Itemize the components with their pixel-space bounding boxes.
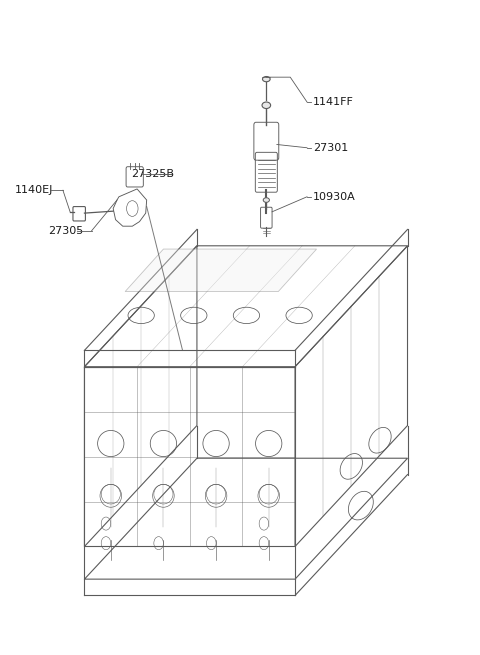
Text: 10930A: 10930A	[313, 192, 356, 202]
Ellipse shape	[262, 102, 271, 109]
Ellipse shape	[263, 77, 270, 82]
Text: 27305: 27305	[48, 226, 84, 236]
Text: 27325B: 27325B	[131, 169, 174, 179]
Polygon shape	[125, 249, 317, 291]
Text: 1141FF: 1141FF	[313, 97, 354, 107]
Text: 27301: 27301	[313, 143, 348, 153]
Text: 1140EJ: 1140EJ	[15, 185, 53, 195]
Ellipse shape	[263, 198, 269, 202]
